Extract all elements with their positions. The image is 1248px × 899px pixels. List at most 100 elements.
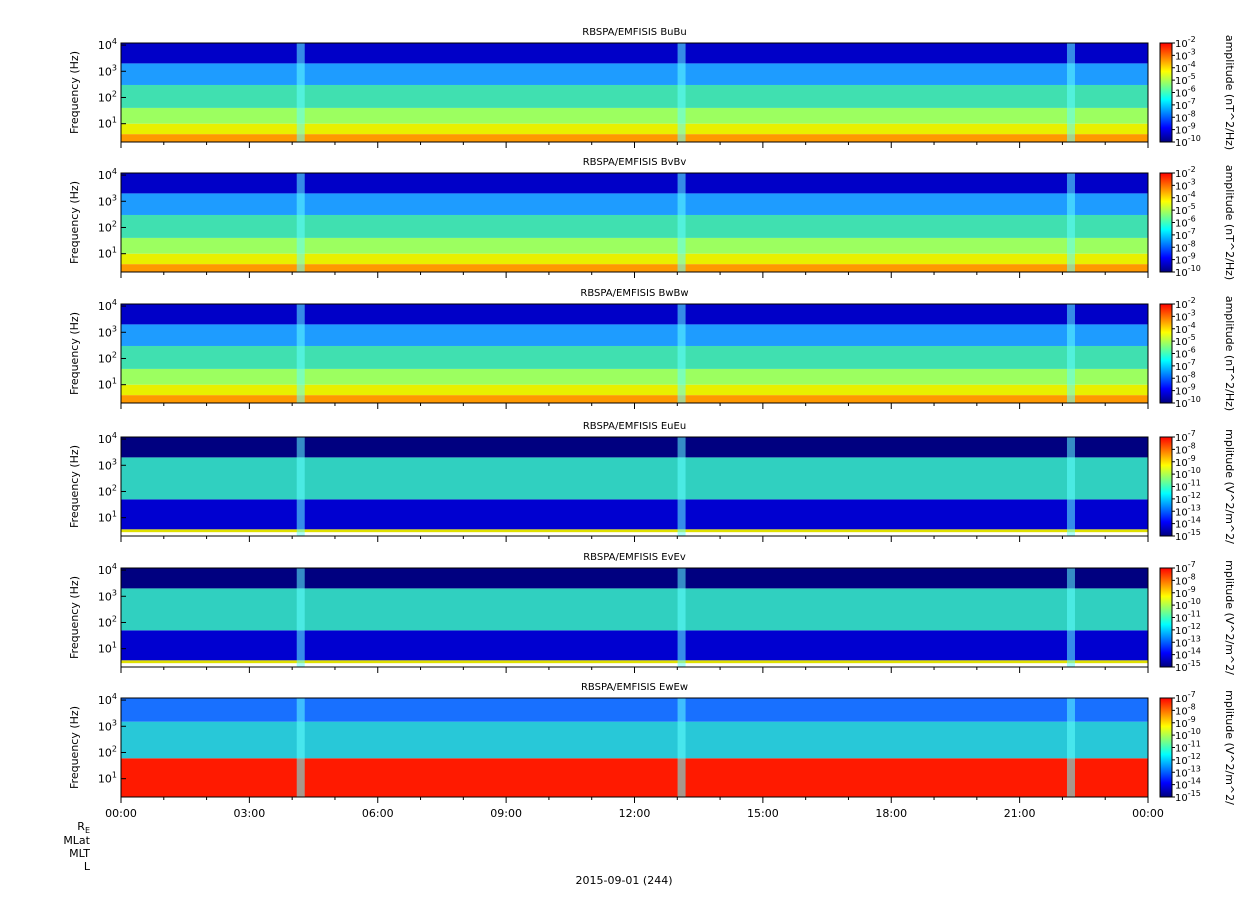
y-tick-label: 103 — [98, 63, 117, 78]
spectrogram-band — [121, 368, 1148, 385]
colorbar-tick-label: 10-11 — [1175, 610, 1201, 625]
spectrogram-band — [121, 193, 1148, 215]
colorbar-tick-label: 10-8 — [1175, 702, 1196, 717]
colorbar-tick-label: 10-7 — [1175, 227, 1196, 242]
colorbar-tick-label: 10-7 — [1175, 358, 1196, 373]
spectrogram-band — [121, 264, 1148, 272]
y-tick-label: 102 — [98, 219, 117, 234]
y-axis-label: Frequency (Hz) — [68, 706, 81, 789]
colorbar-tick-label: 10-15 — [1175, 528, 1201, 543]
colorbar-tick-label: 10-7 — [1175, 690, 1196, 705]
colorbar-tick-label: 10-4 — [1175, 190, 1196, 205]
colorbar-tick-label: 10-9 — [1175, 715, 1196, 730]
y-tick-label: 101 — [98, 377, 117, 392]
spectrogram-band — [121, 324, 1148, 346]
y-tick-label: 102 — [98, 89, 117, 104]
colorbar-tick-label: 10-8 — [1175, 441, 1196, 456]
colorbar-tick-label: 10-9 — [1175, 122, 1196, 137]
spectrogram-panel: RBSPA/EMFISIS BvBv Frequency (Hz) amplitud… — [68, 157, 1236, 280]
colorbar-tick-label: 10-8 — [1175, 370, 1196, 385]
spectrogram-band — [121, 532, 1148, 536]
colorbar-tick-label: 10-2 — [1175, 296, 1196, 311]
colorbar-tick-label: 10-6 — [1175, 215, 1196, 230]
perigee-feature — [1066, 568, 1075, 667]
y-tick-label: 103 — [98, 324, 117, 339]
perigee-feature — [296, 304, 305, 403]
colorbar-tick-label: 10-7 — [1175, 560, 1196, 575]
spectrogram-band — [121, 384, 1148, 396]
colorbar-tick-label: 10-9 — [1175, 585, 1196, 600]
perigee-feature — [1066, 173, 1075, 272]
colorbar-label: mplitude (V^2/m^2/ — [1223, 429, 1236, 544]
perigee-feature — [677, 568, 686, 667]
perigee-feature — [1066, 43, 1075, 142]
colorbar-tick-label: 10-8 — [1175, 239, 1196, 254]
perigee-feature — [677, 43, 686, 142]
ephemeris-label-re: RE — [77, 820, 90, 836]
spectrogram-band — [121, 758, 1148, 797]
colorbar-label: mplitude (V^2/m^2/ — [1223, 560, 1236, 675]
panel-title: RBSPA/EMFISIS BuBu — [582, 27, 686, 38]
colorbar-tick-label: 10-10 — [1175, 727, 1201, 742]
spectrogram-band — [121, 345, 1148, 369]
perigee-feature — [296, 43, 305, 142]
spectrogram-panel: RBSPA/EMFISIS EwEw Frequency (Hz) mplitude… — [68, 682, 1236, 820]
colorbar-tick-label: 10-2 — [1175, 165, 1196, 180]
y-tick-label: 104 — [98, 37, 117, 52]
spectrogram-band — [121, 698, 1148, 722]
y-axis-label: Frequency (Hz) — [68, 576, 81, 659]
y-axis-label: Frequency (Hz) — [68, 51, 81, 134]
colorbar-tick-label: 10-3 — [1175, 308, 1196, 323]
colorbar-tick-label: 10-4 — [1175, 321, 1196, 336]
colorbar-tick-label: 10-5 — [1175, 202, 1196, 217]
x-tick-label: 15:00 — [747, 807, 779, 820]
y-tick-label: 102 — [98, 744, 117, 759]
y-tick-label: 104 — [98, 167, 117, 182]
colorbar-label: amplitude (nT^2/Hz) — [1223, 165, 1236, 280]
spectrogram-band — [121, 499, 1148, 530]
y-tick-label: 103 — [98, 457, 117, 472]
colorbar-tick-label: 10-10 — [1175, 466, 1201, 481]
colorbar-tick-label: 10-10 — [1175, 597, 1201, 612]
colorbar-tick-label: 10-8 — [1175, 109, 1196, 124]
colorbar — [1159, 567, 1173, 668]
colorbar-tick-label: 10-13 — [1175, 764, 1201, 779]
spectrogram-band — [121, 253, 1148, 265]
panel-title: RBSPA/EMFISIS BvBv — [583, 157, 687, 168]
colorbar-tick-label: 10-6 — [1175, 85, 1196, 100]
spectrogram-band — [121, 214, 1148, 238]
perigee-feature — [1066, 304, 1075, 403]
spectrogram-band — [121, 84, 1148, 108]
colorbar-tick-label: 10-6 — [1175, 346, 1196, 361]
y-tick-label: 103 — [98, 718, 117, 733]
spectrogram-band — [121, 457, 1148, 500]
perigee-feature — [677, 173, 686, 272]
y-tick-label: 102 — [98, 483, 117, 498]
x-tick-label: 06:00 — [362, 807, 394, 820]
spectrogram-band — [121, 63, 1148, 85]
x-tick-label: 09:00 — [490, 807, 522, 820]
y-tick-label: 104 — [98, 298, 117, 313]
colorbar-tick-label: 10-5 — [1175, 333, 1196, 348]
colorbar — [1159, 436, 1173, 537]
colorbar-label: amplitude (nT^2/Hz) — [1223, 296, 1236, 411]
spectrogram-band — [121, 529, 1148, 533]
perigee-feature — [1066, 698, 1075, 797]
ephemeris-label-mlt: MLT — [69, 847, 90, 860]
y-axis-label: Frequency (Hz) — [68, 445, 81, 528]
colorbar-tick-label: 10-15 — [1175, 789, 1201, 804]
colorbar — [1159, 172, 1173, 273]
spectrogram-band — [121, 568, 1148, 589]
colorbar-tick-label: 10-9 — [1175, 252, 1196, 267]
spectrogram-band — [121, 663, 1148, 667]
y-axis-label: Frequency (Hz) — [68, 181, 81, 264]
colorbar-tick-label: 10-7 — [1175, 429, 1196, 444]
colorbar — [1159, 697, 1173, 798]
colorbar-tick-label: 10-11 — [1175, 479, 1201, 494]
spectrogram-band — [121, 395, 1148, 403]
date-label: 2015-09-01 (244) — [575, 874, 673, 887]
colorbar-tick-label: 10-2 — [1175, 35, 1196, 50]
spectrogram-band — [121, 721, 1148, 759]
x-tick-label: 03:00 — [234, 807, 266, 820]
